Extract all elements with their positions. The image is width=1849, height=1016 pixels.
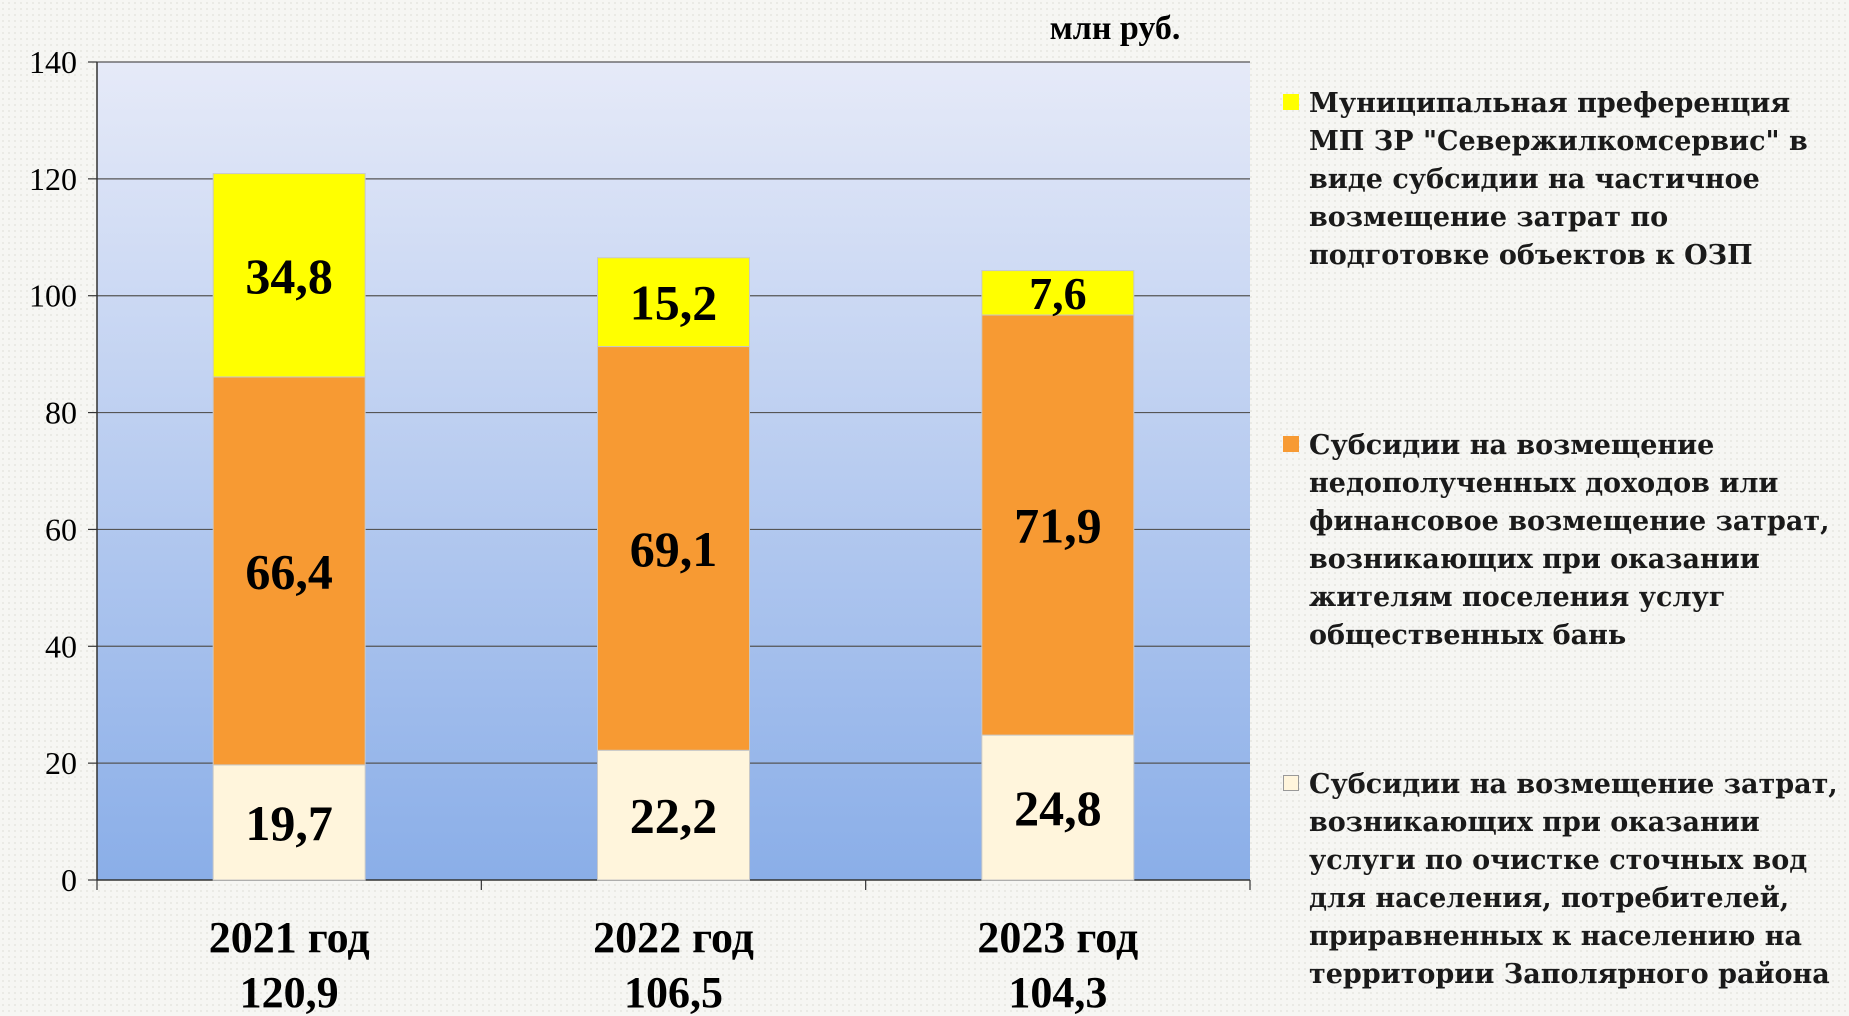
category-total: 104,3	[1008, 968, 1107, 1016]
bars	[212, 173, 1135, 881]
unit-label: млн руб.	[1049, 10, 1181, 47]
y-tick-label: 100	[29, 278, 77, 314]
bar-segment	[981, 270, 1135, 316]
bar-segment	[981, 314, 1135, 736]
y-tick-label: 140	[29, 44, 77, 80]
bar-segment	[597, 749, 750, 881]
bar-segment	[597, 346, 750, 751]
data-label: 34,8	[245, 248, 333, 304]
data-label: 71,9	[1014, 498, 1102, 554]
category-label: 2021 год	[209, 913, 370, 962]
y-tick-label: 60	[45, 511, 77, 547]
data-label: 69,1	[630, 521, 718, 577]
data-label: 15,2	[630, 275, 718, 331]
data-label: 19,7	[245, 795, 333, 851]
axes: 0 20 40 60 80 100 120 140 2021 год 120,9 2022 год 1…	[29, 44, 1251, 1016]
category-label: 2023 год	[977, 913, 1138, 962]
y-tick-label: 120	[29, 161, 77, 197]
bar-segment	[212, 376, 366, 766]
y-tick-label: 0	[61, 862, 77, 898]
category-total: 106,5	[624, 968, 723, 1016]
legend-swatch	[1283, 94, 1299, 110]
legend-label: Муниципальная преференция МП ЗР "Севержи…	[1309, 88, 1808, 271]
bar-segment	[981, 734, 1135, 881]
legend-swatch	[1283, 775, 1299, 791]
data-label: 66,4	[245, 543, 333, 599]
data-labels: 19,7 66,4 34,8 22,2 69,1 15,2 24,8 71,9 7,6	[245, 248, 1101, 851]
legend-label: Субсидии на возмещение недополученных до…	[1309, 430, 1830, 651]
legend-label: Субсидии на возмещение затрат, возникающ…	[1309, 769, 1838, 990]
y-tick-label: 20	[45, 745, 77, 781]
y-tick-label: 40	[45, 628, 77, 664]
bar-segment	[212, 173, 366, 378]
bar-segment	[212, 764, 366, 881]
legend-swatch	[1283, 436, 1299, 452]
data-label: 22,2	[630, 788, 718, 844]
data-label: 7,6	[1029, 268, 1087, 319]
data-label: 24,8	[1014, 780, 1102, 836]
bar-segment	[597, 257, 750, 348]
category-total: 120,9	[240, 968, 339, 1016]
y-tick-label: 80	[45, 395, 77, 431]
category-label: 2022 год	[593, 913, 754, 962]
